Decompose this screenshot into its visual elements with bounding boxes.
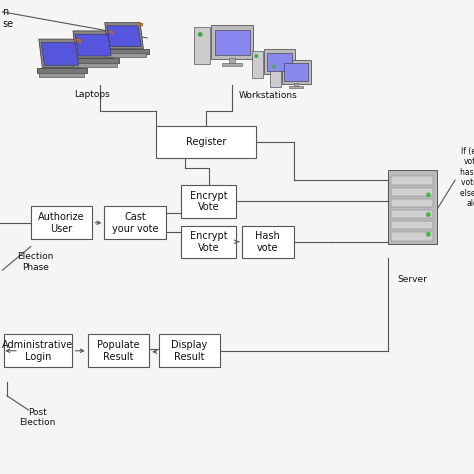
FancyBboxPatch shape [39,73,84,77]
FancyBboxPatch shape [194,27,210,64]
Circle shape [255,55,257,57]
FancyBboxPatch shape [273,77,287,79]
Circle shape [427,213,430,216]
FancyBboxPatch shape [392,176,433,185]
Circle shape [199,33,202,36]
FancyBboxPatch shape [36,68,87,73]
Text: Workstations: Workstations [238,91,297,100]
Text: Encrypt
Vote: Encrypt Vote [190,231,228,253]
Text: Register: Register [186,137,227,147]
Polygon shape [73,31,113,58]
Polygon shape [75,39,81,44]
Text: Laptops: Laptops [74,90,110,99]
FancyBboxPatch shape [252,51,264,78]
FancyBboxPatch shape [388,170,437,244]
Text: Encrypt
Vote: Encrypt Vote [190,191,228,212]
FancyBboxPatch shape [222,63,242,66]
Circle shape [273,65,275,68]
Polygon shape [105,23,143,49]
FancyBboxPatch shape [104,206,166,239]
Text: Administrative
Login: Administrative Login [2,340,73,362]
Polygon shape [108,31,113,35]
Text: Display
Result: Display Result [172,340,208,362]
FancyBboxPatch shape [290,86,303,88]
FancyBboxPatch shape [88,334,149,367]
FancyBboxPatch shape [392,221,433,229]
Polygon shape [39,39,81,68]
Text: Hash
vote: Hash vote [255,231,280,253]
FancyBboxPatch shape [105,53,146,57]
FancyBboxPatch shape [242,226,294,258]
FancyBboxPatch shape [264,49,295,74]
Text: Cast
your vote: Cast your vote [112,212,158,234]
FancyBboxPatch shape [4,334,72,367]
Circle shape [427,193,430,197]
FancyBboxPatch shape [392,188,433,196]
FancyBboxPatch shape [156,126,256,158]
FancyBboxPatch shape [159,334,220,367]
FancyBboxPatch shape [294,83,298,86]
Polygon shape [107,26,141,46]
Text: Server: Server [397,275,428,284]
FancyBboxPatch shape [229,58,235,63]
Circle shape [427,233,430,236]
Text: Post
Election: Post Election [19,408,55,427]
FancyBboxPatch shape [284,64,308,81]
Text: n
se: n se [2,7,13,29]
FancyBboxPatch shape [73,63,117,67]
Text: Authorize
User: Authorize User [38,212,85,234]
FancyBboxPatch shape [211,25,253,59]
FancyBboxPatch shape [282,60,311,83]
Text: Election
Phase: Election Phase [18,252,54,272]
Text: Populate
Result: Populate Result [97,340,140,362]
FancyBboxPatch shape [215,30,249,55]
FancyBboxPatch shape [392,232,433,240]
Polygon shape [75,34,111,56]
FancyBboxPatch shape [270,62,281,87]
FancyBboxPatch shape [277,73,282,77]
FancyBboxPatch shape [267,53,292,71]
FancyBboxPatch shape [103,49,148,54]
Text: If (enc
vote
hash v
vote c
else re
ale: If (enc vote hash v vote c else re ale [460,147,474,208]
FancyBboxPatch shape [181,185,236,218]
Polygon shape [41,43,79,65]
Polygon shape [138,23,143,27]
FancyBboxPatch shape [181,226,236,258]
FancyBboxPatch shape [392,210,433,219]
FancyBboxPatch shape [31,206,92,239]
FancyBboxPatch shape [392,199,433,207]
FancyBboxPatch shape [71,58,119,63]
